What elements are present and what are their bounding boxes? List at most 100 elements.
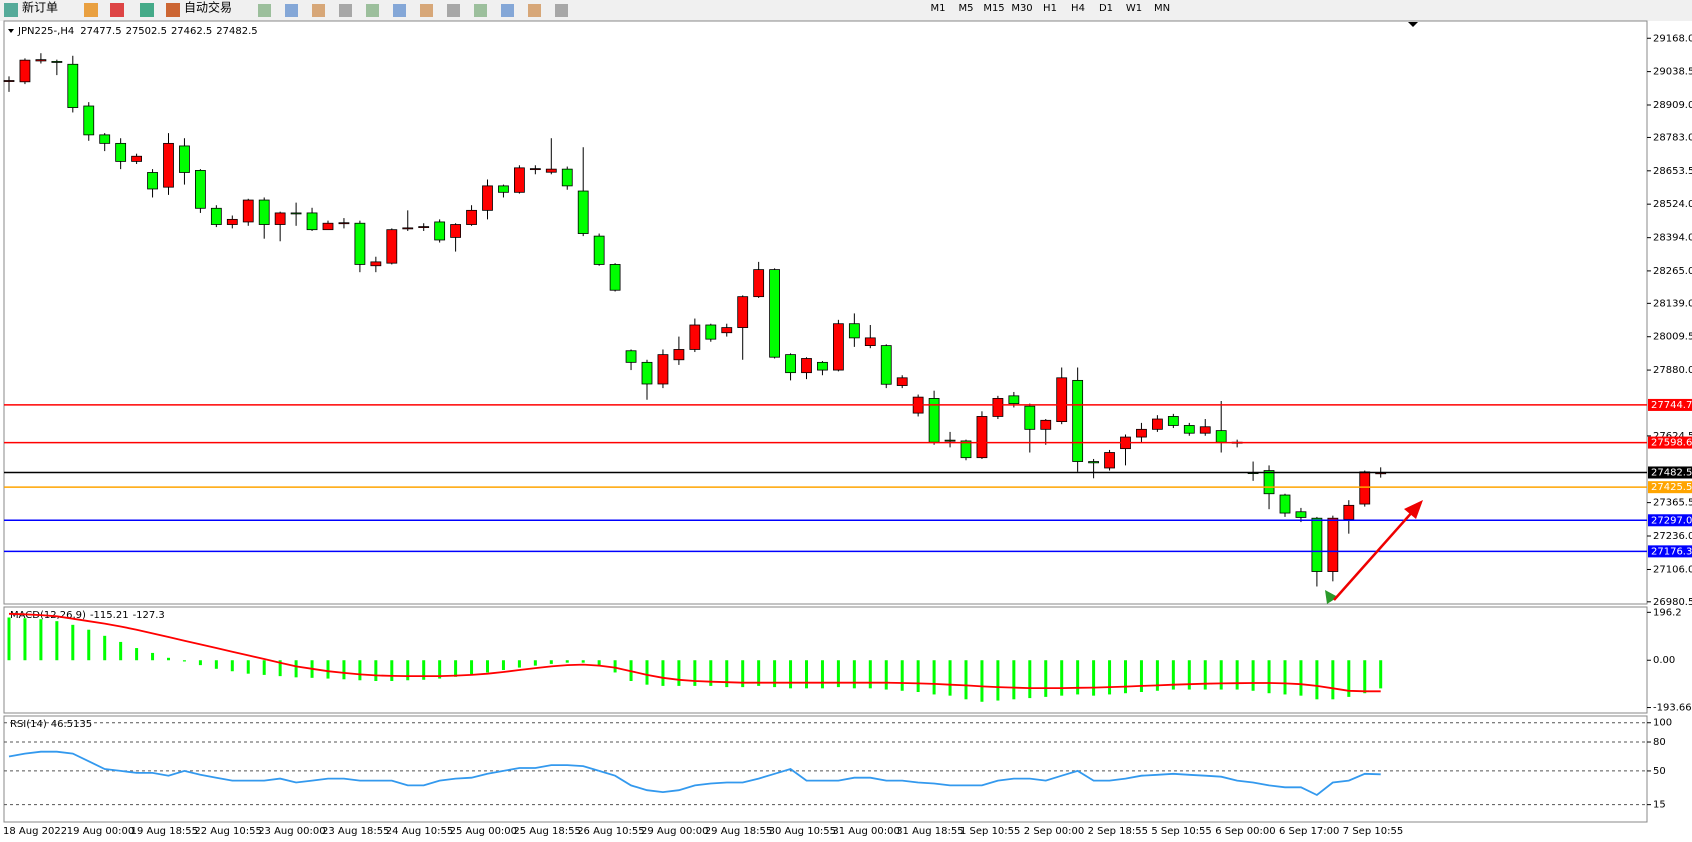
- candle-body: [498, 185, 509, 193]
- candle-body: [593, 235, 605, 265]
- tool-icon[interactable]: [528, 4, 541, 17]
- candle-body: [226, 218, 238, 225]
- level-label: 27176.3: [1651, 546, 1692, 557]
- y-tick-label: 27106.0: [1653, 564, 1692, 575]
- histogram-bar: [597, 660, 601, 667]
- y-tick-label: 27236.0: [1653, 531, 1692, 542]
- new-order-icon[interactable]: [4, 3, 18, 17]
- y-tick-label: 50: [1653, 766, 1666, 777]
- candle-body: [529, 168, 541, 171]
- histogram-bar: [230, 660, 234, 672]
- tool-icon[interactable]: [312, 4, 325, 17]
- tool-icon[interactable]: [555, 4, 568, 17]
- candle-body: [354, 222, 366, 265]
- candle-body: [992, 398, 1004, 417]
- histogram-bar: [1076, 660, 1080, 695]
- histogram-bar: [55, 621, 59, 661]
- auto-trading-icon[interactable]: [166, 3, 180, 17]
- histogram-bar: [246, 660, 250, 674]
- candle-body: [657, 354, 669, 385]
- candle-body: [1343, 504, 1355, 520]
- histogram-bar: [1379, 660, 1383, 689]
- level-label: 27425.5: [1651, 482, 1692, 493]
- timeframe-button[interactable]: D1: [1099, 3, 1113, 14]
- timeframe-button[interactable]: MN: [1154, 3, 1170, 14]
- macd-value: -115.21: [90, 610, 129, 621]
- y-tick-label: 100: [1653, 718, 1672, 729]
- histogram-bar: [23, 618, 27, 661]
- x-tick-label: 31 Aug 18:55: [896, 826, 963, 837]
- y-tick-label: 27365.5: [1653, 498, 1692, 509]
- level-tag: [1648, 436, 1692, 449]
- timeframe-button[interactable]: H1: [1043, 3, 1057, 14]
- auto-trading-button[interactable]: 自动交易: [184, 0, 232, 15]
- histogram-bar: [661, 660, 665, 686]
- histogram-bar: [422, 660, 426, 680]
- histogram-bar: [709, 660, 713, 686]
- rsi-title: RSI(14): [10, 719, 47, 730]
- tool-icon[interactable]: [339, 4, 352, 17]
- x-tick-label: 19 Aug 00:00: [67, 826, 134, 837]
- level-label: 27744.7: [1651, 400, 1692, 411]
- histogram-bar: [406, 660, 410, 681]
- candle-body: [35, 59, 47, 62]
- y-tick-label: 15: [1653, 800, 1666, 811]
- histogram-bar: [326, 660, 330, 679]
- y-tick-label: 28653.5: [1653, 166, 1692, 177]
- timeframe-button[interactable]: M30: [1011, 3, 1032, 14]
- timeframe-button[interactable]: M15: [983, 3, 1004, 14]
- histogram-bar: [358, 660, 362, 681]
- timeframe-button[interactable]: H4: [1071, 3, 1085, 14]
- tool-icon[interactable]: [393, 4, 406, 17]
- plots: 29168.0 29038.5 28909.0 28783.0 28653.5 28524…: [3, 33, 1692, 837]
- tool-icon[interactable]: [501, 4, 514, 17]
- rsi-line: [8, 750, 1381, 797]
- timeframe-button[interactable]: W1: [1126, 3, 1142, 14]
- tool-icon[interactable]: [258, 4, 271, 17]
- tool-icon[interactable]: [420, 4, 433, 17]
- candle-body: [1215, 430, 1227, 443]
- histogram-bar: [262, 660, 266, 675]
- tool-icon[interactable]: [285, 4, 298, 17]
- histogram-bar: [1139, 660, 1143, 692]
- tool-icon[interactable]: [474, 4, 487, 17]
- tool-icon[interactable]: [84, 3, 98, 17]
- histogram-bar: [103, 635, 107, 661]
- timeframe-button[interactable]: M1: [931, 3, 946, 14]
- candle-body: [1088, 461, 1099, 464]
- histogram-bar: [1315, 660, 1319, 700]
- x-tick-label: 30 Aug 10:55: [769, 826, 836, 837]
- histogram-bar: [182, 660, 186, 662]
- candle-body: [753, 269, 765, 298]
- candle-body: [721, 327, 733, 334]
- x-tick-label: 31 Aug 00:00: [832, 826, 899, 837]
- tool-icon[interactable]: [110, 3, 124, 17]
- level-label: 27482.5: [1651, 467, 1692, 478]
- x-tick-label: 25 Aug 18:55: [513, 826, 580, 837]
- macd-panel: [3, 606, 1648, 714]
- histogram-bar: [852, 660, 856, 689]
- tool-icon[interactable]: [366, 4, 379, 17]
- candle-body: [1152, 418, 1163, 430]
- y-tick-label: 80: [1653, 737, 1666, 748]
- tool-icon[interactable]: [447, 4, 460, 17]
- x-tick-label: 2 Sep 18:55: [1088, 826, 1148, 837]
- x-tick-label: 23 Aug 18:55: [322, 826, 389, 837]
- new-order-button[interactable]: 新订单: [22, 0, 58, 15]
- collapse-arrow[interactable]: [8, 29, 14, 33]
- tool-icon[interactable]: [140, 3, 154, 17]
- candle-body: [705, 324, 717, 340]
- candle-body: [274, 212, 286, 225]
- histogram-bar: [533, 660, 537, 666]
- level-tag: [1648, 545, 1692, 558]
- candle-body: [434, 221, 446, 241]
- candle-body: [402, 227, 414, 230]
- histogram-bar: [1219, 660, 1223, 690]
- timeframe-button[interactable]: M5: [959, 3, 974, 14]
- candle-body: [514, 167, 525, 193]
- y-tick-label: 28139.0: [1653, 298, 1692, 309]
- histogram-bar: [1187, 660, 1191, 690]
- ohlc-high: 27502.5: [126, 26, 167, 37]
- candle-body: [848, 323, 860, 339]
- symbol-label: JPN225-,H4 27477.5 27502.5 27462.5 27482.5: [17, 26, 258, 37]
